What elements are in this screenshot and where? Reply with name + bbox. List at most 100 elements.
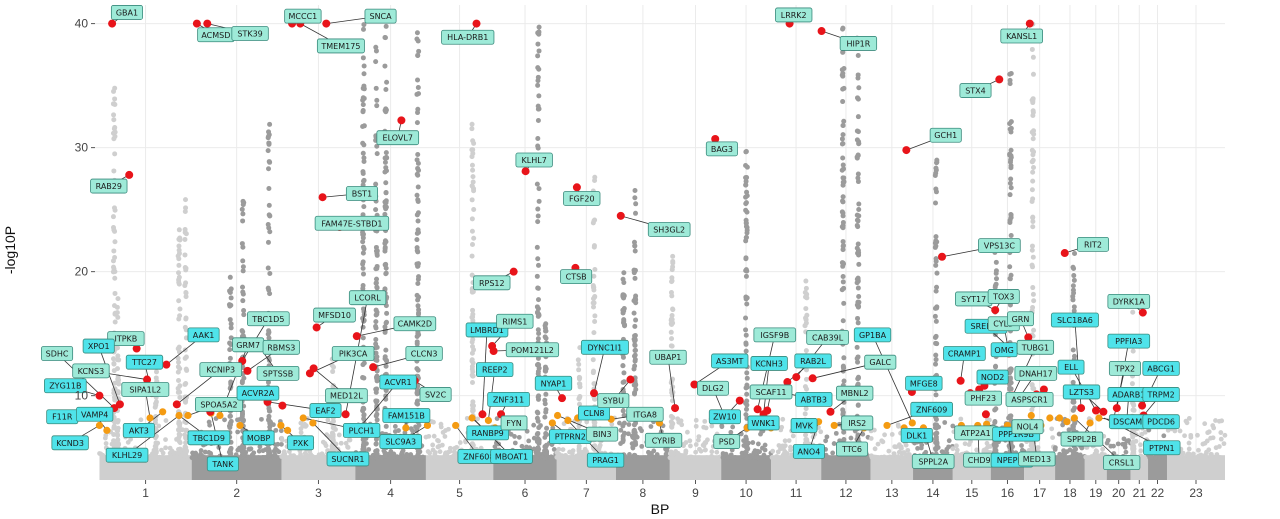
snp-point bbox=[744, 445, 750, 451]
gene-label-text: MFGE8 bbox=[910, 379, 938, 388]
snp-point bbox=[112, 96, 118, 102]
snp-point bbox=[265, 379, 271, 385]
snp-point bbox=[360, 446, 366, 452]
snp-point bbox=[410, 428, 415, 434]
snp-point bbox=[856, 213, 862, 219]
snp-point bbox=[535, 410, 541, 416]
gene-label: STX4 bbox=[959, 83, 992, 98]
snp-point bbox=[360, 271, 366, 277]
gene-label: GCH1 bbox=[929, 127, 962, 143]
snp-point bbox=[183, 327, 189, 333]
snp-point bbox=[695, 437, 701, 443]
significant-snp-point bbox=[626, 375, 635, 384]
snp-point bbox=[550, 425, 556, 431]
snp-point bbox=[469, 372, 475, 378]
snp-point bbox=[841, 66, 847, 72]
snp-point bbox=[1031, 128, 1037, 134]
significant-snp-point bbox=[1138, 401, 1147, 410]
gene-label: CRSL1 bbox=[1103, 455, 1141, 471]
gene-label-text: GBA1 bbox=[116, 8, 138, 17]
snp-point bbox=[432, 454, 437, 460]
gene-label-text: PXK bbox=[293, 439, 309, 448]
gene-label-text: GRN bbox=[1012, 315, 1030, 324]
snp-point bbox=[709, 453, 715, 459]
snp-point bbox=[1072, 251, 1078, 257]
gene-label: ZW10 bbox=[708, 409, 741, 425]
snp-point bbox=[621, 412, 627, 418]
snp-point bbox=[591, 296, 597, 302]
gene-label-text: LZTS3 bbox=[1069, 388, 1094, 397]
gene-label: SPOA5A2 bbox=[194, 396, 243, 412]
snp-point bbox=[361, 360, 367, 366]
snp-point bbox=[302, 450, 308, 456]
snp-point bbox=[361, 71, 367, 77]
snp-point bbox=[373, 44, 379, 50]
snp-point bbox=[632, 358, 638, 364]
gene-label-text: TMEM175 bbox=[320, 42, 360, 51]
snp-point bbox=[248, 446, 254, 452]
snp-point bbox=[1172, 428, 1178, 434]
snp-point bbox=[669, 312, 675, 318]
snp-point bbox=[670, 264, 676, 270]
gene-label-text: SYT17 bbox=[961, 295, 986, 304]
snp-point bbox=[886, 448, 892, 454]
snp-point bbox=[841, 355, 847, 361]
gene-label: IRS2 bbox=[841, 415, 874, 431]
snp-point bbox=[1198, 452, 1204, 458]
snp-point bbox=[648, 424, 654, 429]
snp-point bbox=[535, 219, 541, 225]
snp-point bbox=[730, 424, 736, 430]
gene-label-text: DYNC1I1 bbox=[588, 343, 623, 352]
snp-point bbox=[609, 421, 615, 427]
snp-point bbox=[512, 440, 518, 446]
gene-label: RPS12 bbox=[473, 275, 511, 291]
snp-point bbox=[266, 185, 272, 191]
snp-point bbox=[1077, 452, 1083, 458]
snp-point bbox=[324, 432, 330, 438]
gene-label-text: PPFIA3 bbox=[1115, 337, 1142, 346]
snp-point bbox=[933, 333, 939, 339]
snp-point bbox=[175, 369, 181, 375]
snp-point bbox=[934, 440, 940, 446]
significant-snp-point bbox=[172, 400, 181, 409]
snp-point bbox=[383, 271, 389, 277]
snp-point bbox=[360, 375, 366, 381]
snp-point bbox=[923, 449, 929, 455]
snp-point bbox=[939, 449, 945, 455]
snp-point bbox=[183, 231, 189, 237]
snp-point bbox=[1204, 449, 1209, 455]
snp-point bbox=[535, 82, 541, 88]
snp-point bbox=[855, 359, 861, 365]
snp-point bbox=[241, 307, 247, 313]
gene-label-text: TOX3 bbox=[992, 292, 1014, 301]
snp-point bbox=[114, 357, 120, 363]
gene-label: CTSB bbox=[560, 269, 593, 285]
snp-point bbox=[330, 425, 336, 431]
snp-point bbox=[111, 117, 117, 123]
gene-label-text: MED13 bbox=[1023, 455, 1051, 464]
gene-label: SPPL2B bbox=[1060, 431, 1104, 447]
snp-point bbox=[841, 378, 847, 384]
significant-snp-point bbox=[808, 374, 817, 383]
snp-point bbox=[633, 441, 639, 447]
snp-point bbox=[347, 437, 353, 443]
suggestive-snp-point bbox=[1095, 414, 1103, 422]
x-axis-title: BP bbox=[651, 501, 670, 517]
gene-label: SPPL2A bbox=[911, 453, 955, 469]
gene-label: ELL bbox=[1057, 359, 1085, 375]
snp-point bbox=[932, 305, 938, 311]
snp-point bbox=[329, 443, 335, 449]
snp-point bbox=[235, 429, 241, 435]
snp-point bbox=[1071, 277, 1077, 283]
snp-point bbox=[469, 358, 475, 364]
snp-point bbox=[239, 206, 245, 212]
snp-point bbox=[743, 452, 749, 458]
gene-label: KLHL29 bbox=[105, 447, 149, 463]
snp-point bbox=[830, 450, 836, 456]
snp-point bbox=[360, 229, 366, 235]
snp-point bbox=[631, 452, 637, 458]
snp-point bbox=[577, 375, 583, 381]
gene-label-text: GALC bbox=[869, 358, 891, 367]
gene-label: RAB29 bbox=[90, 178, 128, 194]
gene-label: NOL4 bbox=[1011, 419, 1044, 435]
